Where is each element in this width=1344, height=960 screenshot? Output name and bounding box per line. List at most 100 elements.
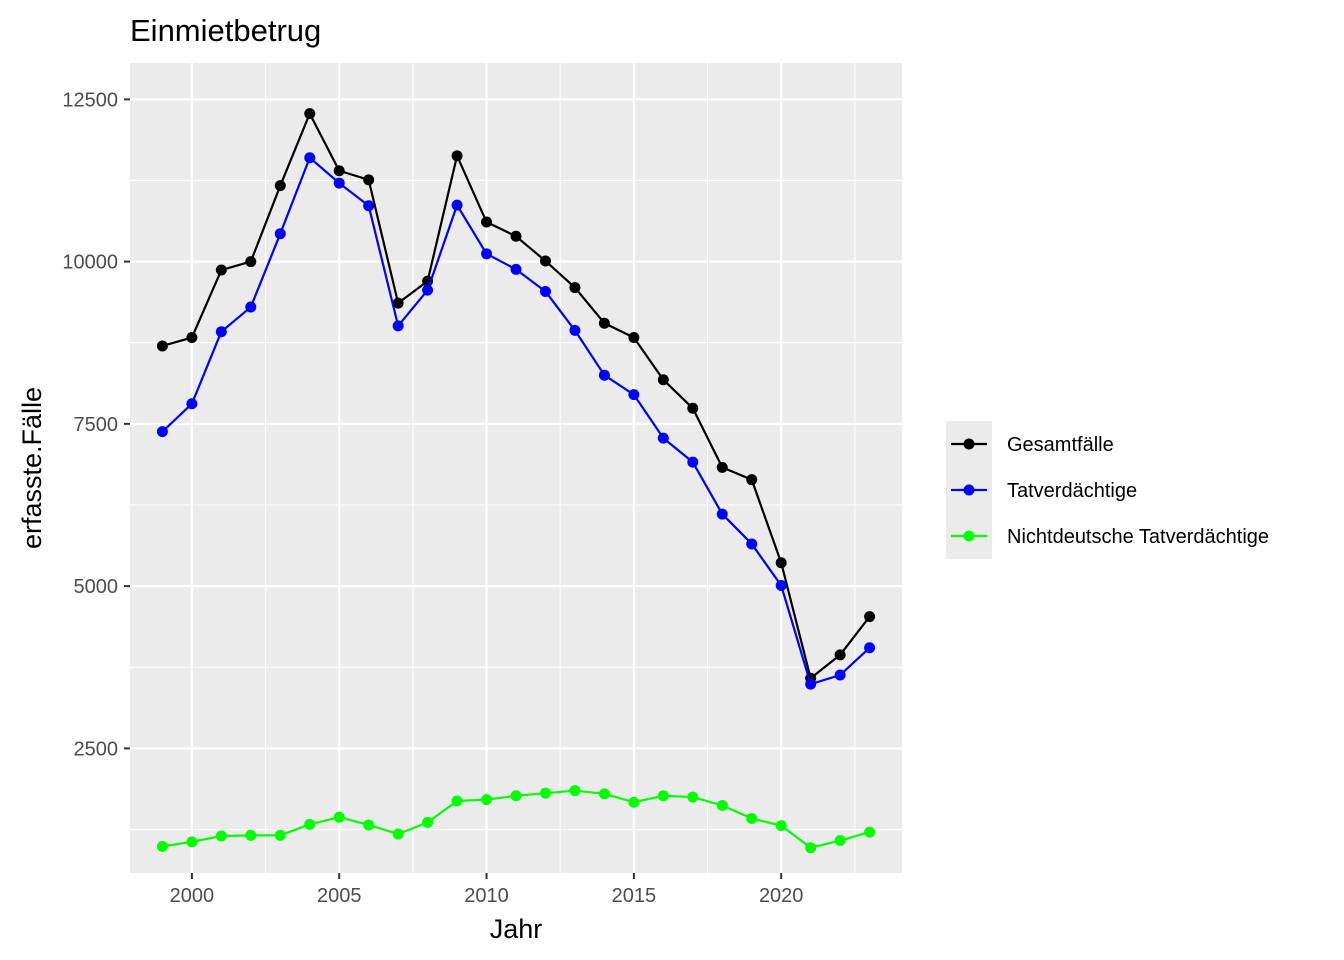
data-point: [304, 108, 316, 120]
data-point: [363, 174, 375, 186]
data-point: [186, 332, 198, 344]
data-point: [834, 669, 846, 681]
data-point: [628, 332, 640, 344]
data-point: [304, 818, 316, 830]
data-point: [569, 282, 581, 294]
data-point: [746, 538, 758, 550]
minor-gridlines: [130, 63, 902, 873]
x-axis: 2000 2005 2010 2015 2020: [170, 873, 804, 907]
data-point: [156, 340, 168, 352]
plot-panel: [130, 63, 902, 873]
data-point: [156, 840, 168, 852]
data-point: [363, 200, 375, 212]
data-point: [186, 398, 198, 410]
data-point: [451, 150, 463, 162]
x-tick-label: 2000: [170, 885, 215, 907]
data-point: [716, 508, 728, 520]
data-point: [716, 461, 728, 473]
major-gridlines: [130, 63, 902, 873]
data-point: [834, 835, 846, 847]
data-point: [805, 842, 817, 854]
data-point: [451, 199, 463, 211]
data-point: [333, 165, 345, 177]
data-point: [775, 557, 787, 569]
data-point: [687, 456, 699, 468]
data-point: [422, 284, 434, 296]
data-point: [598, 788, 610, 800]
data-point: [687, 402, 699, 414]
data-point: [392, 297, 404, 309]
data-point: [186, 836, 198, 848]
data-point: [687, 791, 699, 803]
legend: Gesamtfälle Tatverdächtige Nichtdeutsche T…: [946, 421, 1269, 559]
y-axis-title: erfasste.Fälle: [17, 387, 47, 549]
legend-label: Gesamtfälle: [1007, 434, 1114, 456]
y-tick-label: 7500: [74, 414, 119, 436]
legend-key-point: [963, 484, 975, 496]
y-axis: 2500 5000 7500 10000 12500: [62, 89, 130, 760]
data-point: [598, 369, 610, 381]
data-point: [245, 829, 257, 841]
legend-key-point: [963, 530, 975, 542]
data-point: [510, 790, 522, 802]
x-tick-label: 2020: [759, 885, 804, 907]
data-point: [657, 374, 669, 386]
data-point: [775, 820, 787, 832]
data-point: [657, 790, 669, 802]
data-point: [363, 819, 375, 831]
data-point: [864, 826, 876, 838]
series-0: [156, 108, 876, 684]
series-2: [156, 785, 876, 854]
data-point: [274, 180, 286, 192]
data-point: [422, 816, 434, 828]
x-tick-label: 2005: [317, 885, 362, 907]
data-point: [716, 800, 728, 811]
legend-label: Nichtdeutsche Tatverdächtige: [1007, 526, 1269, 548]
legend-item: Gesamtfälle: [951, 434, 1114, 456]
data-point: [392, 320, 404, 332]
data-point: [333, 811, 345, 823]
data-point: [156, 426, 168, 438]
series-1: [156, 152, 876, 690]
chart-title: Einmietbetrug: [130, 13, 321, 48]
data-point: [245, 256, 257, 268]
data-point: [451, 795, 463, 807]
series-layer: [156, 108, 876, 854]
data-point: [657, 432, 669, 444]
data-point: [805, 678, 817, 690]
y-tick-label: 2500: [74, 738, 119, 760]
data-point: [215, 264, 227, 276]
data-point: [481, 794, 493, 806]
data-point: [245, 301, 257, 313]
data-point: [569, 324, 581, 336]
data-point: [274, 829, 286, 841]
y-tick-label: 5000: [74, 576, 119, 598]
legend-item: Nichtdeutsche Tatverdächtige: [951, 526, 1269, 548]
data-point: [864, 642, 876, 654]
data-point: [539, 787, 551, 799]
legend-label: Tatverdächtige: [1007, 480, 1137, 502]
data-point: [510, 230, 522, 242]
data-point: [392, 828, 404, 840]
data-point: [834, 649, 846, 661]
y-tick-label: 12500: [62, 89, 118, 111]
data-point: [539, 255, 551, 267]
data-point: [775, 579, 787, 591]
x-tick-label: 2010: [464, 885, 509, 907]
y-tick-label: 10000: [62, 252, 118, 274]
data-point: [304, 152, 316, 164]
data-point: [481, 216, 493, 228]
data-point: [598, 317, 610, 329]
data-point: [569, 785, 581, 797]
x-tick-label: 2015: [612, 885, 657, 907]
data-point: [215, 830, 227, 842]
data-point: [746, 812, 758, 824]
data-point: [481, 248, 493, 260]
data-point: [510, 263, 522, 275]
x-axis-title: Jahr: [490, 914, 543, 944]
data-point: [864, 611, 876, 623]
data-point: [274, 228, 286, 240]
legend-item: Tatverdächtige: [951, 480, 1137, 502]
data-point: [333, 177, 345, 189]
